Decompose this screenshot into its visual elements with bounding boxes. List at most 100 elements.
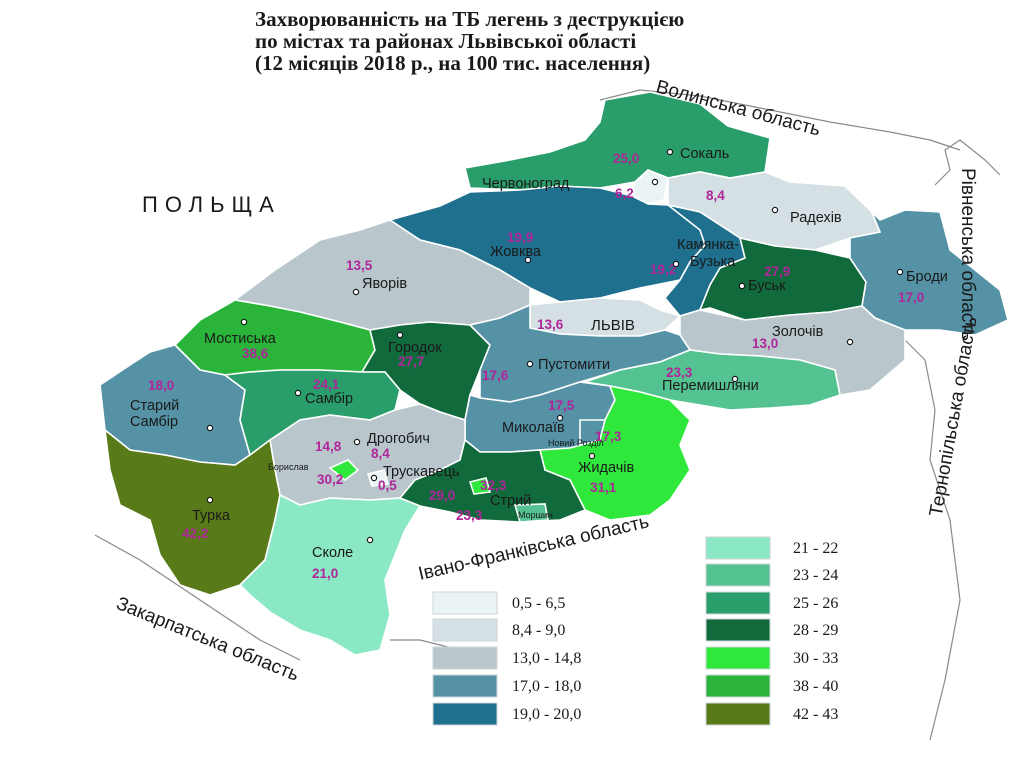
value-skole: 21,0 [312,566,338,581]
legend-swatch [705,646,771,670]
city-dot-yavoriv [352,288,360,296]
region-skole [238,493,422,656]
name-sokal: Сокаль [680,146,729,162]
legend-swatch [432,646,498,670]
city-dot-chervonohrad [651,178,659,186]
label-ivano-frankivsk-oblast: Івано-Франківська область [416,511,651,585]
region-stryi-city [468,477,492,495]
legend-swatch [705,674,771,698]
map-title-line-1: Захворюванність на ТБ легень з деструкці… [255,7,684,31]
map-title-line-3: (12 місяців 2018 р., на 100 тис. населен… [255,51,650,75]
name-chervonohrad: Червоноград [482,176,570,192]
value-zhydachiv: 31,1 [590,480,617,495]
name-brody: Броди [906,269,948,285]
value-pustomyty: 17,6 [482,368,509,383]
value-busk: 27,9 [764,264,790,279]
city-dot-brody [896,268,904,276]
name-novyi-rozdil: Новий Розділ [548,438,604,448]
legend-label: 28 - 29 [793,622,838,639]
value-truskavets: 0,5 [378,478,397,493]
name-stryi: Стрий [490,493,531,509]
volyn-border-line [599,89,961,151]
value-mykolaiv: 17,5 [548,398,575,413]
legend-label: 13,0 - 14,8 [512,650,581,667]
name-zhydachiv: Жидачів [578,460,634,476]
legend-label: 19,0 - 20,0 [512,706,581,723]
legend-swatch [705,591,771,615]
name-boryslav: Борислав [268,462,309,472]
city-markers [206,148,904,544]
legend-swatch [705,563,771,587]
value-brody: 17,0 [898,290,924,305]
city-dot-drohobych [353,438,361,446]
legend-label: 8,4 - 9,0 [512,622,565,639]
name-mostyska: Мостиська [204,331,277,347]
value-lviv: 13,6 [537,317,564,332]
value-turka: 42,2 [182,526,208,541]
name-staryi-sambir-2: Самбір [130,414,178,430]
legend-label: 25 - 26 [793,595,838,612]
name-zolochiv: Золочів [772,324,824,340]
name-peremyshliany: Перемишляни [662,378,759,394]
ternopil-border-line [904,339,961,741]
city-dot-mostyska [240,318,248,326]
name-skole: Сколе [312,545,353,561]
value-mostyska: 38,6 [242,346,269,361]
value-peremyshliany: 23,3 [666,365,693,380]
name-pustomyty: Пустомити [538,357,610,373]
value-sokal: 25,0 [613,151,639,166]
legend: 0,5 - 6,5 8,4 - 9,0 13,0 - 14,8 17,0 - 1… [432,536,838,726]
legend-label: 23 - 24 [793,567,838,584]
value-yavoriv: 13,5 [346,258,373,273]
name-horodok: Городок [388,340,442,356]
region-boryslav [328,459,360,482]
value-stryi: 29,0 [429,488,455,503]
city-dot-mykolaiv [556,414,564,422]
map-title-line-2: по містах та районах Львівської області [255,29,636,53]
city-dot-truskavets [370,474,378,482]
name-yavoriv: Яворів [362,276,407,292]
value-staryi-sambir: 18,0 [148,378,174,393]
value-drohobych-city: 8,4 [371,446,390,461]
city-dot-busk [738,282,746,290]
region-brody [844,185,1009,336]
legend-swatch [432,591,498,615]
legend-label: 42 - 43 [793,706,838,723]
region-truskavets [366,469,390,487]
city-dot-staryi-sambir [206,424,214,432]
name-radekhiv: Радехів [790,210,842,226]
city-dot-zolochiv [846,338,854,346]
region-zhydachiv [538,384,691,521]
value-chervonohrad: 6,2 [615,186,634,201]
legend-swatch [432,618,498,642]
label-poland: ПОЛЬЩА [142,192,281,217]
city-dot-horodok [396,331,404,339]
value-stryi-city: 32,3 [480,478,507,493]
name-morshyn: Моршин [518,510,553,520]
name-lviv: ЛЬВІВ [591,317,635,334]
value-morshyn: 23,3 [456,508,483,523]
name-kamianka-2: Бузька [690,254,736,270]
name-mykolaiv: Миколаїв [502,420,565,436]
city-dot-radekhiv [771,206,779,214]
value-zolochiv: 13,0 [752,336,778,351]
value-kamianka: 19,2 [650,262,676,277]
name-drohobych: Дрогобич [367,431,430,447]
legend-swatch [705,536,771,560]
value-drohobych: 14,8 [315,439,342,454]
city-dot-zhydachiv [588,452,596,460]
value-boryslav: 30,2 [317,472,343,487]
name-kamianka-1: Камянка- [677,237,739,253]
legend-label: 17,0 - 18,0 [512,678,581,695]
city-dot-sambir [294,389,302,397]
region-morshyn [513,503,549,523]
name-truskavets: Трускавець [383,464,459,480]
legend-label: 21 - 22 [793,540,838,557]
legend-swatch [705,618,771,642]
city-dot-kamianka [672,260,680,268]
city-dot-skole [366,536,374,544]
label-rivne-oblast: Рівненська область [957,168,978,341]
legend-label: 0,5 - 6,5 [512,595,565,612]
city-dot-pustomyty [526,360,534,368]
